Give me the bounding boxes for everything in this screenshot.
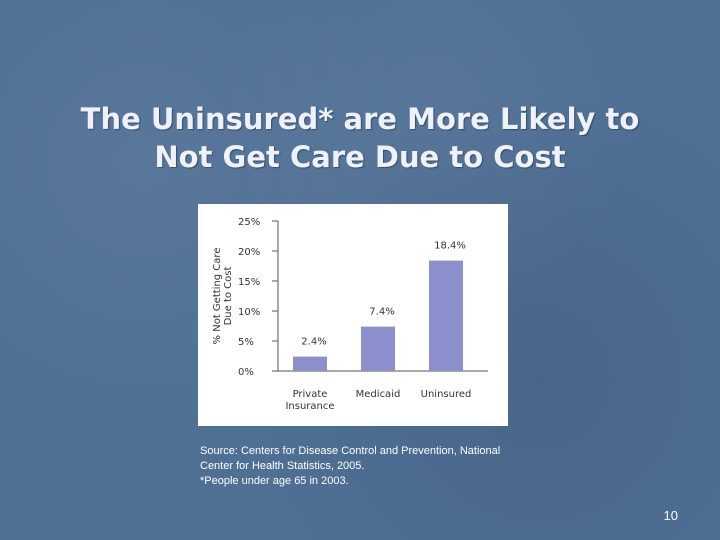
slide-title-line-2: Not Get Care Due to Cost	[154, 140, 566, 174]
x-category-label: Insurance	[285, 401, 334, 412]
source-line-1: Source: Centers for Disease Control and …	[200, 445, 501, 457]
x-category-label: Medicaid	[356, 389, 401, 400]
bar-chart-panel: 0% 5% 10% 15% 20% 25% % Not Getting Care Due to…	[198, 204, 508, 426]
y-tick-label: 15%	[238, 277, 260, 288]
footnote: *People under age 65 in 2003.	[200, 475, 349, 487]
slide-title: The Uninsured* are More Likely to Not Ge…	[40, 100, 680, 176]
bar	[361, 326, 395, 371]
bar-data-label: 7.4%	[369, 307, 394, 318]
bar-data-label: 2.4%	[301, 337, 326, 348]
y-tick-label: 25%	[238, 217, 260, 228]
bar	[429, 260, 463, 371]
y-axis-title-line: Due to Cost	[223, 267, 234, 326]
y-tick-label: 5%	[238, 337, 254, 348]
y-tick-label: 20%	[238, 247, 260, 258]
y-axis-title-line: % Not Getting Care	[212, 248, 223, 345]
source-line-2: Center for Health Statistics, 2005.	[200, 460, 365, 472]
x-category-label: Private	[293, 389, 328, 400]
y-tick-label: 0%	[238, 367, 254, 378]
bar-chart: 0% 5% 10% 15% 20% 25% % Not Getting Care Due to…	[212, 217, 488, 412]
x-category-label: Uninsured	[421, 389, 472, 400]
y-tick-label: 10%	[238, 307, 260, 318]
bar	[293, 356, 327, 371]
bar-data-label: 18.4%	[434, 241, 466, 252]
page-number: 10	[663, 508, 678, 523]
slide-title-line-1: The Uninsured* are More Likely to	[80, 102, 640, 136]
source-note: Source: Centers for Disease Control and …	[200, 444, 580, 489]
